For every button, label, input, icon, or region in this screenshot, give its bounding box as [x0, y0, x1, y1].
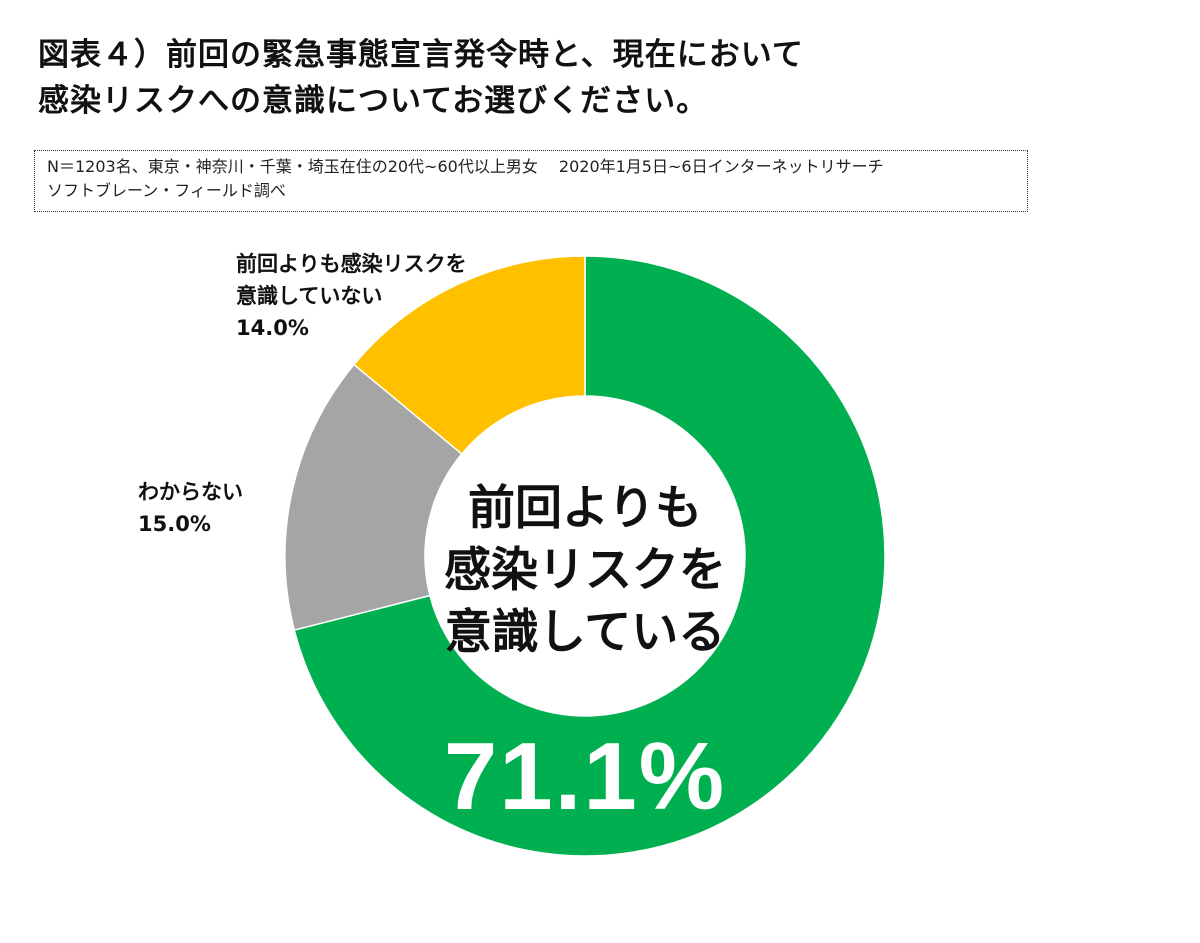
slice-label-conscious-line-3: 意識している	[444, 605, 726, 660]
slice-unknown	[284, 363, 463, 631]
slice-value-conscious: 71.1%	[443, 723, 727, 830]
slice-label-not-conscious: 前回よりも感染リスクを 意識していない 14.0%	[236, 248, 467, 344]
chart-title-line-1: 図表４）前回の緊急事態宣言発令時と、現在において	[38, 37, 804, 73]
survey-note-line-2: ソフトブレーン・フィールド調べ	[47, 181, 286, 200]
slice-label-unknown: わからない 15.0%	[138, 476, 243, 540]
slice-label-conscious-line-1: 前回よりも	[467, 481, 703, 536]
survey-note-line-1: N＝1203名、東京・神奈川・千葉・埼玉在住の20代~60代以上男女 2020年…	[47, 157, 884, 176]
slice-conscious	[293, 255, 886, 857]
slice-value-not-conscious: 14.0%	[236, 316, 309, 340]
survey-note-box: N＝1203名、東京・神奈川・千葉・埼玉在住の20代~60代以上男女 2020年…	[34, 150, 1028, 212]
slice-label-not-conscious-line-1: 前回よりも感染リスクを	[236, 252, 467, 276]
slice-not-conscious	[352, 255, 586, 455]
slice-value-unknown: 15.0%	[138, 512, 211, 536]
slice-label-unknown-line-1: わからない	[138, 480, 243, 504]
slice-label-conscious: 前回よりも 感染リスクを 意識している	[405, 478, 765, 664]
slice-label-not-conscious-line-2: 意識していない	[236, 284, 383, 308]
slice-label-conscious-line-2: 感染リスクを	[444, 543, 726, 598]
chart-title: 図表４）前回の緊急事態宣言発令時と、現在において 感染リスクへの意識についてお選…	[38, 32, 804, 124]
chart-title-line-2: 感染リスクへの意識についてお選びください。	[38, 83, 709, 119]
